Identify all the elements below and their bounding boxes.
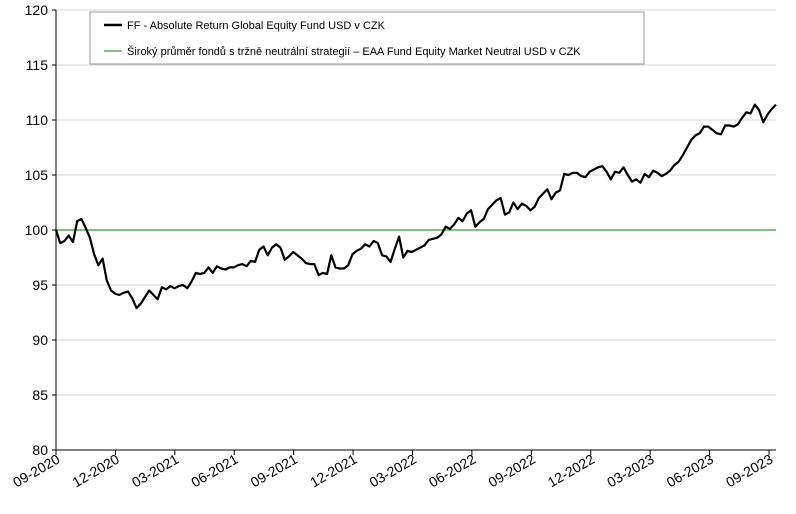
- legend-label-benchmark: Široký průměr fondů s tržně neutrální st…: [127, 45, 581, 58]
- legend-label-fund: FF - Absolute Return Global Equity Fund …: [127, 20, 386, 32]
- series-line-fund: [54, 103, 777, 310]
- y-tick-label: 105: [25, 167, 49, 183]
- legend: FF - Absolute Return Global Equity Fund …: [89, 11, 645, 65]
- y-tick-label: 90: [32, 332, 48, 348]
- y-tick-label: 80: [32, 442, 48, 458]
- y-tick-label: 110: [26, 112, 49, 128]
- y-tick-label: 100: [25, 222, 49, 238]
- y-axis-ticks: 80 85 90 95 100 105 110 115 120: [25, 2, 56, 458]
- y-tick-label: 115: [26, 57, 49, 73]
- y-tick-label: 95: [32, 277, 48, 293]
- y-tick-label: 85: [32, 387, 48, 403]
- series-lines: [54, 103, 777, 310]
- y-tick-label: 120: [25, 2, 49, 18]
- legend-box: [89, 11, 645, 65]
